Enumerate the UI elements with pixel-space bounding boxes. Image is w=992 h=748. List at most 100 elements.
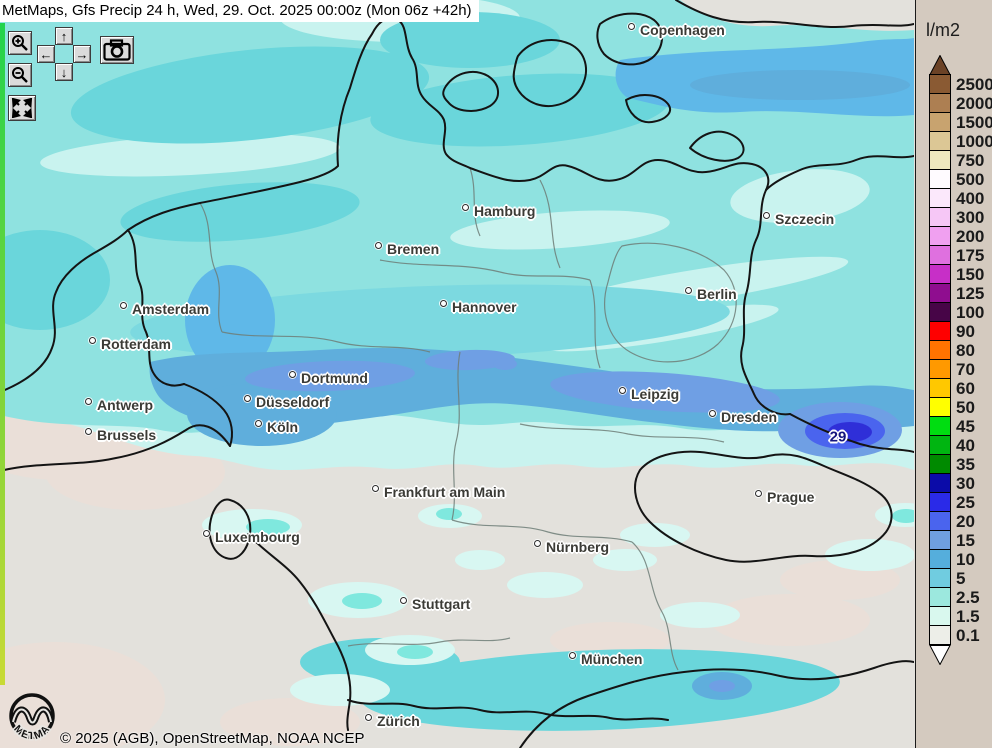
legend-swatch — [929, 340, 951, 360]
legend-value: 40 — [956, 436, 975, 455]
legend-swatch — [929, 397, 951, 417]
legend-value: 50 — [956, 398, 975, 417]
pan-down-button[interactable]: ↓ — [55, 63, 73, 81]
arrow-up-icon: ↑ — [60, 28, 68, 44]
zoom-in-button[interactable] — [8, 31, 32, 55]
legend-swatch — [929, 112, 951, 132]
fullscreen-button[interactable] — [8, 95, 36, 121]
legend-entry: 1000 — [929, 131, 992, 151]
precipitation-map[interactable] — [0, 0, 914, 748]
map-layer-state-borders — [199, 167, 737, 671]
legend-value: 1000 — [956, 132, 992, 151]
legend-entry: 125 — [929, 283, 992, 303]
legend-value: 2000 — [956, 94, 992, 113]
legend-value: 500 — [956, 170, 985, 189]
map-layer-borders — [0, 0, 914, 748]
legend-entry: 70 — [929, 359, 992, 379]
legend-entry: 100 — [929, 302, 992, 322]
legend-entry: 5 — [929, 568, 992, 588]
arrow-down-icon: ↓ — [60, 64, 68, 80]
legend-swatch — [929, 131, 951, 151]
legend-swatch — [929, 93, 951, 113]
expand-arrows-icon — [11, 98, 33, 118]
legend-swatch — [929, 207, 951, 227]
legend-value: 15 — [956, 531, 975, 550]
legend-value: 10 — [956, 550, 975, 569]
legend-value: 35 — [956, 455, 975, 474]
legend-swatch — [929, 150, 951, 170]
legend-value: 45 — [956, 417, 975, 436]
magnifier-plus-icon — [12, 35, 28, 51]
legend-entry: 1500 — [929, 112, 992, 132]
legend-entry: 20 — [929, 511, 992, 531]
legend-entry: 400 — [929, 188, 992, 208]
map-layer-precip — [0, 0, 914, 731]
map-title: MetMaps, Gfs Precip 24 h, Wed, 29. Oct. … — [0, 0, 479, 22]
legend-value: 2500 — [956, 75, 992, 94]
legend-swatch — [929, 435, 951, 455]
legend-value: 30 — [956, 474, 975, 493]
legend-entry: 45 — [929, 416, 992, 436]
legend-entry: 35 — [929, 454, 992, 474]
legend-value: 80 — [956, 341, 975, 360]
legend-swatch — [929, 245, 951, 265]
legend-swatch — [929, 321, 951, 341]
legend-rows: 2500 2000 1500 1000 750 500 400 300 200 175 150 125… — [929, 74, 992, 645]
legend-value: 2.5 — [956, 588, 980, 607]
legend-entry: 30 — [929, 473, 992, 493]
legend-entry: 750 — [929, 150, 992, 170]
arrow-right-icon: → — [75, 46, 89, 62]
legend-entry: 0.1 — [929, 625, 992, 645]
legend-value: 60 — [956, 379, 975, 398]
legend-value: 5 — [956, 569, 966, 588]
camera-icon — [103, 39, 131, 61]
legend-arrow-up-icon — [929, 55, 951, 75]
legend-value: 1.5 — [956, 607, 980, 626]
legend-swatch — [929, 264, 951, 284]
legend-value: 150 — [956, 265, 985, 284]
legend-value: 1500 — [956, 113, 992, 132]
legend-entry: 150 — [929, 264, 992, 284]
legend-swatch — [929, 188, 951, 208]
legend-value: 175 — [956, 246, 985, 265]
legend-value: 100 — [956, 303, 985, 322]
legend-swatch — [929, 359, 951, 379]
zoom-out-button[interactable] — [8, 63, 32, 87]
legend-entry: 80 — [929, 340, 992, 360]
legend-entry: 50 — [929, 397, 992, 417]
legend-entry: 200 — [929, 226, 992, 246]
legend-swatch — [929, 587, 951, 607]
legend-scale: 2500 2000 1500 1000 750 500 400 300 200 175 150 125… — [929, 55, 992, 665]
legend-swatch — [929, 606, 951, 626]
legend-entry: 2000 — [929, 93, 992, 113]
pan-up-button[interactable]: ↑ — [55, 27, 73, 45]
legend-swatch — [929, 568, 951, 588]
legend-swatch — [929, 169, 951, 189]
legend-swatch — [929, 302, 951, 322]
legend-swatch — [929, 473, 951, 493]
legend-entry: 10 — [929, 549, 992, 569]
pan-right-button[interactable]: → — [73, 45, 91, 63]
legend-value: 20 — [956, 512, 975, 531]
copyright-attribution[interactable]: © 2025 (AGB), OpenStreetMap, NOAA NCEP — [60, 730, 365, 747]
legend-swatch — [929, 625, 951, 645]
legend-entry: 25 — [929, 492, 992, 512]
legend-swatch — [929, 454, 951, 474]
legend-entry: 15 — [929, 530, 992, 550]
legend-value: 125 — [956, 284, 985, 303]
arrow-left-icon: ← — [39, 46, 53, 62]
legend-value: 400 — [956, 189, 985, 208]
legend-swatch — [929, 74, 951, 94]
pan-left-button[interactable]: ← — [37, 45, 55, 63]
legend-entry: 2500 — [929, 74, 992, 94]
legend-units-label: l/m2 — [926, 20, 961, 40]
legend-arrow-down-icon — [929, 645, 951, 665]
legend-swatch — [929, 492, 951, 512]
metmaps-logo: METMAPS — [5, 691, 55, 744]
legend-value: 200 — [956, 227, 985, 246]
legend-entry: 175 — [929, 245, 992, 265]
legend-swatch — [929, 283, 951, 303]
snapshot-button[interactable] — [100, 36, 134, 64]
precip-legend: l/m2 2500 2000 1500 1000 750 500 400 300 200 175 1… — [915, 0, 992, 748]
